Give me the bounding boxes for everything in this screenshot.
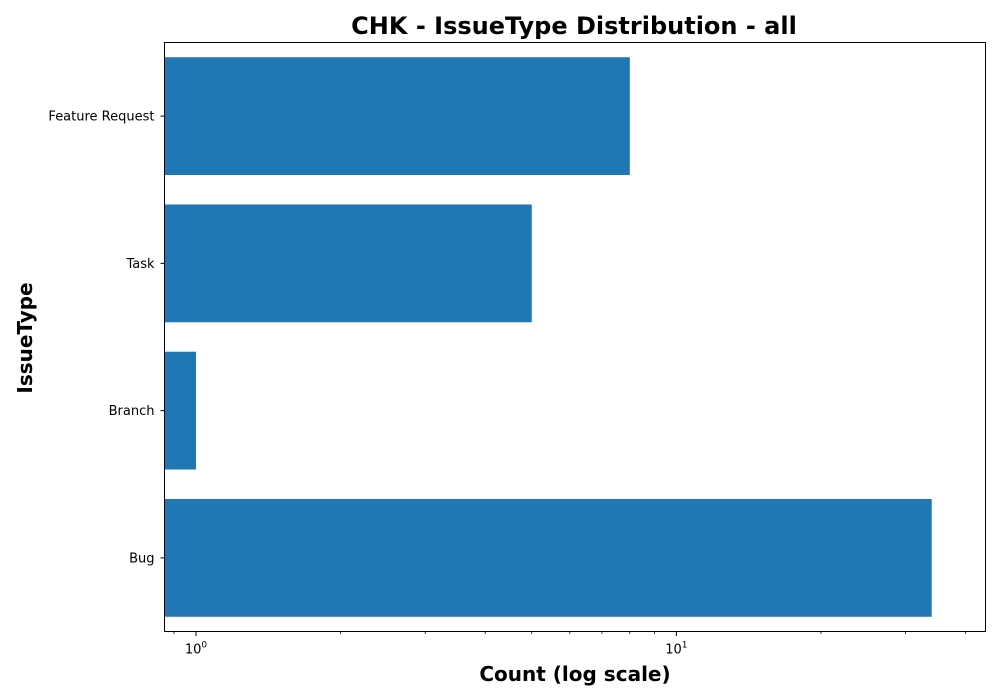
x-axis-label: Count (log scale)	[479, 662, 670, 686]
x-tick-label: 100	[185, 641, 208, 658]
bar-bug	[164, 498, 932, 617]
bars-group	[164, 57, 932, 617]
y-tick-label: Branch	[109, 404, 155, 419]
y-tick-label: Task	[125, 257, 155, 272]
plot-frame	[164, 42, 986, 632]
y-axis-ticks: Bug Branch Task Feature Request	[48, 110, 165, 566]
chart-title: CHK - IssueType Distribution - all	[351, 12, 797, 40]
y-axis-label: IssueType	[13, 282, 37, 393]
x-axis-ticks: 100 101	[173, 631, 967, 658]
bar-branch	[164, 351, 196, 470]
y-tick-label: Feature Request	[48, 110, 154, 125]
bar-feature-request	[164, 57, 630, 176]
x-tick-label: 101	[665, 641, 687, 658]
y-tick-label: Bug	[129, 551, 154, 566]
bar-task	[164, 204, 532, 323]
